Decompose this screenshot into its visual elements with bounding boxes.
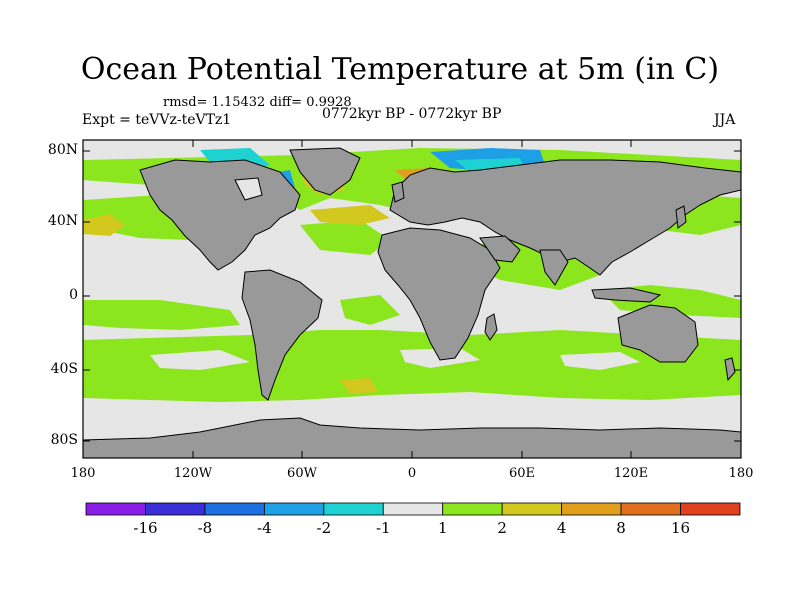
arabia <box>479 235 521 263</box>
colorbar-label-2: -4 <box>257 519 272 537</box>
madagascar <box>484 313 498 341</box>
japan <box>675 205 687 229</box>
india <box>539 249 569 286</box>
period-label: 0772kyr BP - 0772kyr BP <box>322 106 502 122</box>
greenland <box>289 147 361 196</box>
colorbar-label-8: 8 <box>616 519 626 537</box>
british-isles <box>391 181 405 203</box>
lon-label-120w: 120W <box>173 466 213 481</box>
colorbar-label-1: -8 <box>197 519 213 537</box>
australia <box>617 304 699 363</box>
chart-title: Ocean Potential Temperature at 5m (in C) <box>80 52 720 87</box>
antarctica <box>83 417 741 458</box>
lon-label-0: 0 <box>407 466 417 481</box>
lon-label-180e: 180 <box>728 466 754 481</box>
stats-label: rmsd= 1.15432 diff= 0.9928 <box>163 95 352 110</box>
lon-label-60e: 60E <box>508 466 536 481</box>
colorbar-box-9 <box>620 502 681 516</box>
south-america <box>241 269 323 401</box>
colorbar <box>85 502 741 516</box>
colorbar-label-0: -16 <box>133 519 158 537</box>
lat-label-40n: 40N <box>47 213 78 229</box>
colorbar-label-9: 16 <box>670 519 691 537</box>
colorbar-label-3: -2 <box>316 519 332 537</box>
colorbar-label-6: 2 <box>497 519 507 537</box>
hudson-bay <box>234 177 263 201</box>
africa <box>377 227 501 361</box>
lon-label-60w: 60W <box>287 466 317 481</box>
colorbar-label-5: 1 <box>437 519 448 537</box>
lat-label-80s: 80S <box>50 432 78 448</box>
indonesia <box>591 287 662 303</box>
experiment-label: Expt = teVVz-teVTz1 <box>82 112 232 128</box>
colorbar-box-10 <box>680 502 741 516</box>
new-zealand <box>724 357 736 382</box>
season-label: JJA <box>714 112 736 128</box>
colorbar-box-7 <box>501 502 563 516</box>
lat-label-80n: 80N <box>47 142 78 158</box>
axis-ticks <box>82 140 742 458</box>
colorbar-box-6 <box>442 502 503 516</box>
colorbar-label-7: 4 <box>556 519 567 537</box>
colorbar-box-4 <box>323 502 384 516</box>
map-field <box>83 140 741 458</box>
colorbar-box-2 <box>204 502 265 516</box>
colorbar-box-5 <box>382 502 444 516</box>
colorbar-box-3 <box>263 502 325 516</box>
colorbar-box-8 <box>561 502 622 516</box>
colorbar-box-1 <box>145 502 206 516</box>
lat-label-0: 0 <box>69 287 78 303</box>
lat-label-40s: 40S <box>50 361 78 377</box>
lon-label-180w: 180 <box>70 466 96 481</box>
colorbar-label-4: -1 <box>375 519 391 537</box>
land-masses <box>83 147 741 458</box>
colorbar-box-0 <box>85 502 146 516</box>
lon-label-120e: 120E <box>613 466 649 481</box>
eurasia <box>389 159 741 276</box>
